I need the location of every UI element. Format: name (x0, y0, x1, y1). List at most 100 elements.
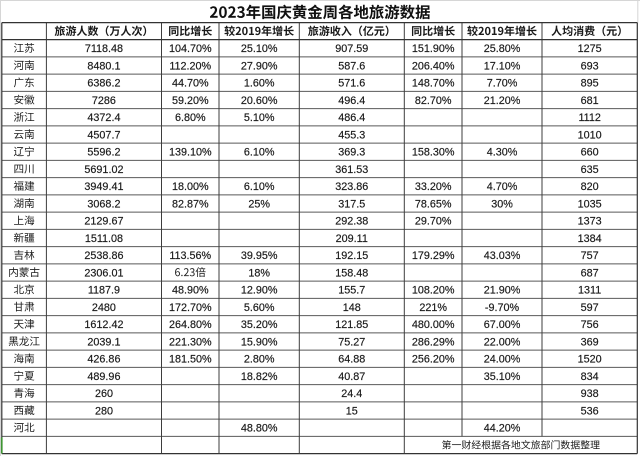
svg-text:571.6: 571.6 (338, 78, 365, 90)
svg-text:18.00%: 18.00% (172, 181, 209, 193)
svg-text:1.60%: 1.60% (244, 78, 275, 90)
svg-text:660: 660 (581, 147, 599, 159)
svg-text:82.87%: 82.87% (172, 198, 209, 210)
svg-text:7286: 7286 (92, 95, 116, 107)
svg-text:43.03%: 43.03% (484, 250, 521, 262)
svg-text:209.11: 209.11 (336, 233, 368, 245)
svg-text:480.00%: 480.00% (412, 319, 455, 331)
svg-text:4372.4: 4372.4 (87, 112, 120, 124)
svg-text:35.10%: 35.10% (484, 371, 521, 383)
svg-text:17.10%: 17.10% (484, 60, 521, 72)
svg-text:5691.02: 5691.02 (84, 164, 123, 176)
svg-text:1511.08: 1511.08 (85, 233, 123, 245)
svg-text:48.90%: 48.90% (172, 285, 209, 297)
svg-text:5596.2: 5596.2 (87, 147, 120, 159)
svg-text:12.90%: 12.90% (241, 285, 278, 297)
svg-text:323.86: 323.86 (335, 181, 368, 193)
svg-text:6.10%: 6.10% (244, 147, 275, 159)
svg-text:113.56%: 113.56% (169, 250, 211, 262)
svg-text:172.70%: 172.70% (169, 302, 212, 314)
svg-text:-9.70%: -9.70% (485, 302, 520, 314)
svg-text:292.38: 292.38 (335, 216, 368, 228)
svg-text:486.4: 486.4 (338, 112, 365, 124)
svg-text:1373: 1373 (578, 216, 602, 228)
svg-text:4.30%: 4.30% (487, 147, 518, 159)
svg-text:489.96: 489.96 (87, 371, 120, 383)
svg-text:361.53: 361.53 (335, 164, 368, 176)
svg-text:6386.2: 6386.2 (87, 78, 120, 90)
svg-text:7118.48: 7118.48 (85, 43, 123, 55)
svg-text:33.20%: 33.20% (415, 181, 452, 193)
svg-text:30%: 30% (491, 198, 513, 210)
svg-text:112.20%: 112.20% (169, 60, 211, 72)
svg-text:2306.01: 2306.01 (84, 267, 123, 279)
svg-text:2129.67: 2129.67 (84, 216, 123, 228)
svg-text:221%: 221% (419, 302, 447, 314)
svg-text:44.20%: 44.20% (484, 423, 521, 435)
svg-text:40.87: 40.87 (338, 371, 365, 383)
svg-text:907.59: 907.59 (335, 43, 368, 55)
svg-text:148.70%: 148.70% (412, 78, 455, 90)
svg-text:2.80%: 2.80% (244, 354, 275, 366)
svg-text:67.00%: 67.00% (484, 319, 521, 331)
svg-text:1035: 1035 (578, 198, 602, 210)
svg-text:6.80%: 6.80% (175, 112, 206, 124)
svg-text:206.40%: 206.40% (412, 60, 455, 72)
svg-text:148: 148 (343, 302, 361, 314)
svg-text:151.90%: 151.90% (412, 43, 455, 55)
svg-text:369: 369 (581, 336, 599, 348)
svg-text:75.27: 75.27 (338, 336, 365, 348)
svg-text:756: 756 (581, 319, 599, 331)
svg-text:8480.1: 8480.1 (87, 60, 120, 72)
svg-text:20.60%: 20.60% (241, 95, 278, 107)
svg-text:496.4: 496.4 (338, 95, 365, 107)
svg-text:820: 820 (581, 181, 599, 193)
svg-text:1112: 1112 (578, 112, 600, 124)
svg-text:6.10%: 6.10% (244, 181, 275, 193)
svg-text:155.7: 155.7 (338, 285, 365, 297)
svg-text:7.70%: 7.70% (487, 78, 518, 90)
svg-text:108.20%: 108.20% (412, 285, 455, 297)
svg-text:24.4: 24.4 (341, 388, 362, 400)
svg-text:192.15: 192.15 (335, 250, 368, 262)
svg-text:3949.41: 3949.41 (84, 181, 123, 193)
svg-text:286.29%: 286.29% (412, 336, 455, 348)
svg-text:757: 757 (581, 250, 599, 262)
svg-text:15: 15 (346, 405, 358, 417)
svg-text:18%: 18% (248, 267, 270, 279)
svg-text:597: 597 (581, 302, 599, 314)
svg-text:29.70%: 29.70% (415, 216, 452, 228)
svg-text:104.70%: 104.70% (169, 43, 212, 55)
svg-text:158.30%: 158.30% (412, 147, 455, 159)
svg-text:1612.42: 1612.42 (84, 319, 123, 331)
svg-text:35.20%: 35.20% (241, 319, 278, 331)
svg-text:15.90%: 15.90% (241, 336, 278, 348)
svg-text:1384: 1384 (578, 233, 602, 245)
svg-text:1520: 1520 (578, 354, 602, 366)
svg-text:21.20%: 21.20% (484, 95, 521, 107)
svg-text:2039.1: 2039.1 (87, 336, 120, 348)
svg-text:25.10%: 25.10% (241, 43, 278, 55)
svg-text:1275: 1275 (578, 43, 602, 55)
svg-text:221.30%: 221.30% (169, 336, 212, 348)
svg-text:179.29%: 179.29% (412, 250, 455, 262)
svg-text:256.20%: 256.20% (412, 354, 455, 366)
svg-text:895: 895 (581, 78, 599, 90)
svg-text:635: 635 (581, 164, 599, 176)
svg-text:82.70%: 82.70% (415, 95, 452, 107)
svg-text:834: 834 (581, 371, 599, 383)
svg-text:27.90%: 27.90% (241, 60, 278, 72)
svg-text:1010: 1010 (578, 129, 602, 141)
svg-text:44.70%: 44.70% (172, 78, 209, 90)
svg-text:455.3: 455.3 (338, 129, 365, 141)
svg-text:536: 536 (581, 405, 599, 417)
svg-text:78.65%: 78.65% (415, 198, 452, 210)
svg-text:587.6: 587.6 (338, 60, 365, 72)
svg-text:59.20%: 59.20% (172, 95, 209, 107)
svg-text:22.00%: 22.00% (484, 336, 521, 348)
svg-text:3068.2: 3068.2 (87, 198, 120, 210)
svg-text:181.50%: 181.50% (169, 354, 212, 366)
svg-text:1187.9: 1187.9 (88, 285, 120, 297)
svg-text:139.10%: 139.10% (169, 147, 212, 159)
svg-text:4.70%: 4.70% (487, 181, 518, 193)
